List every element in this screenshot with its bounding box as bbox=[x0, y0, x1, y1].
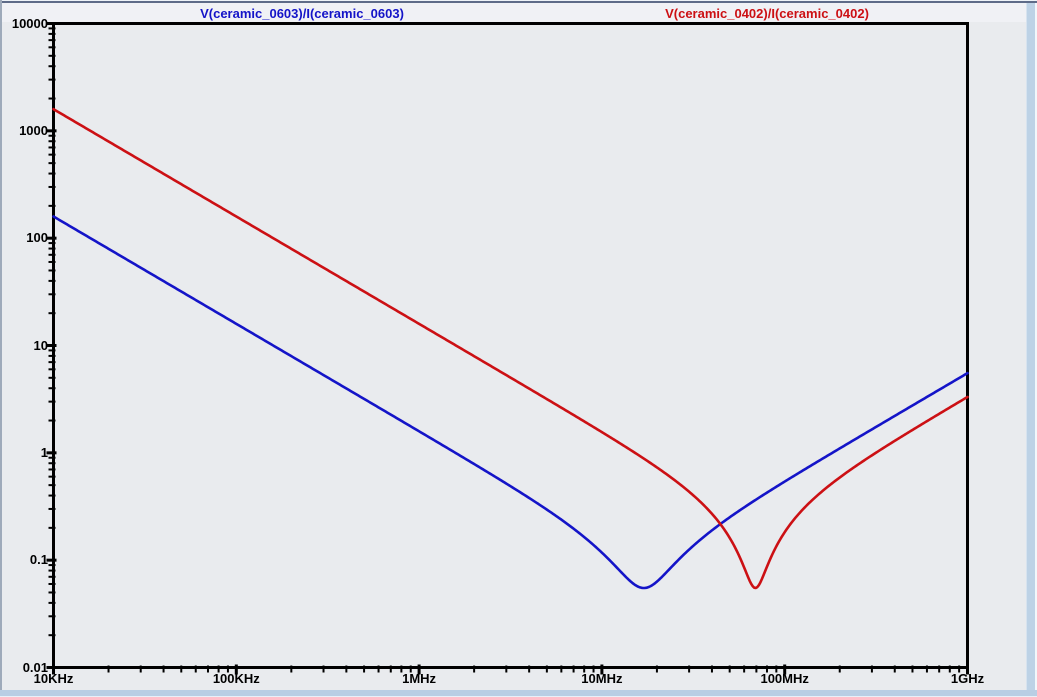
window-top-border bbox=[0, 0, 1037, 3]
trace-ceramic_0402[interactable] bbox=[52, 107, 969, 590]
y-tick-label: 10000 bbox=[11, 15, 48, 31]
y-tick-label: 0.01 bbox=[22, 659, 48, 675]
plot-legend: V(ceramic_0603)/I(ceramic_0603) V(cerami… bbox=[2, 3, 1026, 22]
x-tick-label: 100MHz bbox=[760, 671, 809, 686]
x-tick-label: 1GHz bbox=[950, 671, 985, 686]
x-tick-label: 100KHz bbox=[212, 671, 260, 686]
trace-ceramic_0603[interactable] bbox=[52, 215, 969, 590]
legend-trace-ceramic_0402[interactable]: V(ceramic_0402)/I(ceramic_0402) bbox=[665, 6, 869, 21]
plot-frame bbox=[52, 22, 969, 669]
y-tick-label: 100 bbox=[26, 230, 48, 246]
y-tick-label: 1000 bbox=[19, 122, 48, 138]
window-right-border[interactable] bbox=[1026, 3, 1037, 697]
x-tick-label: 10MHz bbox=[581, 671, 623, 686]
y-tick-label: 0.1 bbox=[29, 552, 48, 568]
y-tick-label: 1 bbox=[40, 444, 48, 460]
x-tick-label: 10KHz bbox=[33, 671, 74, 686]
window-left-border bbox=[0, 0, 2, 697]
legend-trace-ceramic_0603[interactable]: V(ceramic_0603)/I(ceramic_0603) bbox=[200, 6, 404, 21]
x-tick-label: 1MHz bbox=[402, 671, 437, 686]
y-tick-label: 10 bbox=[33, 337, 48, 353]
